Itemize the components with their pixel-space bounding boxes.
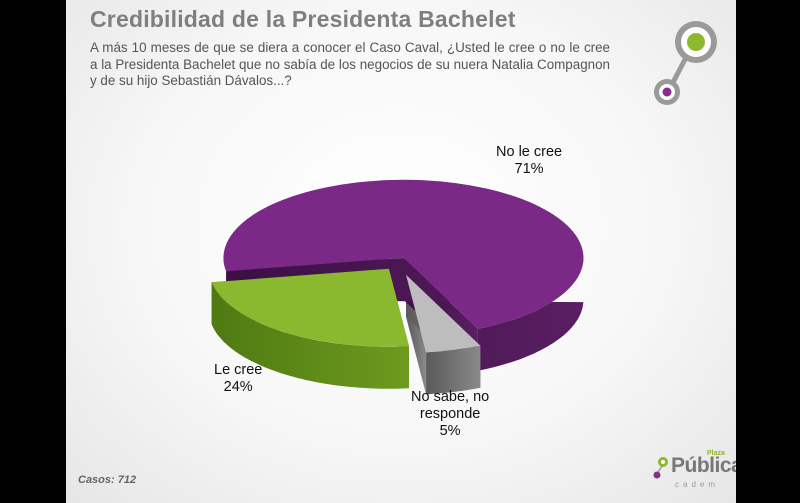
page-title: Credibilidad de la Presidenta Bachelet	[90, 6, 516, 32]
slice-le-cree	[211, 268, 409, 347]
cases-count: Casos: 712	[78, 474, 137, 486]
brand-name: Pública	[671, 454, 736, 477]
label-le-cree: Le cree 24%	[214, 362, 262, 396]
label-value: 71%	[514, 161, 544, 177]
brand-logo: Pública Plaza cadem	[651, 450, 736, 497]
label-category: Le cree	[214, 362, 263, 378]
brand-sub: cadem	[675, 480, 720, 489]
slice-le-cree-side	[211, 282, 409, 389]
pie-chart	[211, 179, 584, 395]
slice-no-sabe	[406, 274, 481, 353]
slice-no-sabe-side	[426, 345, 481, 395]
brand-dots-icon	[653, 457, 668, 479]
logo-circles-icon	[654, 21, 717, 105]
label-value: 5%	[439, 423, 461, 439]
label-no-sabe: No sabe, no responde 5%	[411, 389, 489, 440]
question-text: A más 10 meses de que se diera a conocer…	[90, 40, 610, 88]
label-category: No le cree	[496, 144, 563, 160]
slide: Credibilidad de la Presidenta Bachelet A…	[66, 0, 736, 503]
label-no-le-cree: No le cree 71%	[496, 144, 562, 178]
slice-no-le-cree	[223, 179, 584, 329]
brand-top: Plaza	[707, 450, 725, 457]
label-value: 24%	[223, 379, 253, 395]
label-category: No sabe, no responde	[411, 389, 490, 422]
